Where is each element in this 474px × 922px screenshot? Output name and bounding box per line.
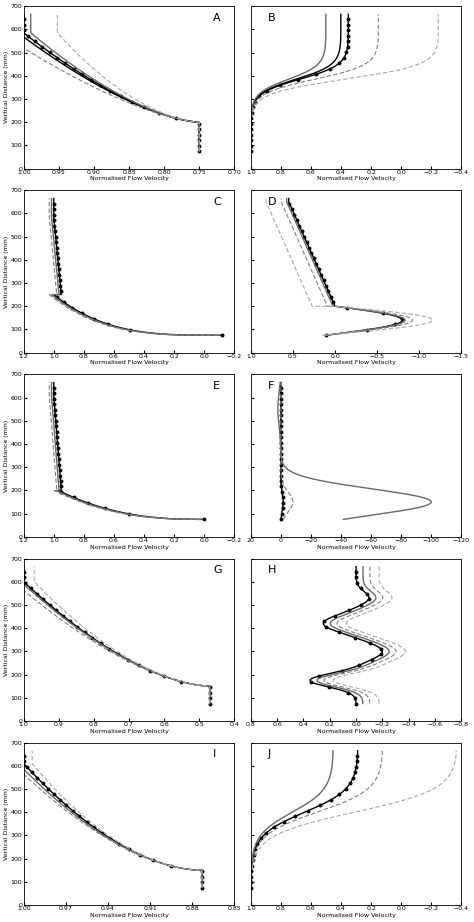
X-axis label: Normalised Flow Velocity: Normalised Flow Velocity (317, 728, 395, 734)
X-axis label: Normalised Flow Velocity: Normalised Flow Velocity (317, 176, 395, 182)
X-axis label: Normalised Flow Velocity: Normalised Flow Velocity (317, 913, 395, 917)
Text: I: I (213, 750, 217, 759)
Text: F: F (268, 381, 274, 391)
Text: G: G (213, 565, 222, 575)
Text: J: J (268, 750, 271, 759)
Text: D: D (268, 196, 276, 207)
X-axis label: Normalised Flow Velocity: Normalised Flow Velocity (317, 361, 395, 365)
Text: B: B (268, 13, 275, 23)
Text: C: C (213, 196, 221, 207)
X-axis label: Normalised Flow Velocity: Normalised Flow Velocity (90, 176, 168, 182)
X-axis label: Normalised Flow Velocity: Normalised Flow Velocity (90, 728, 168, 734)
Text: A: A (213, 13, 221, 23)
X-axis label: Normalised Flow Velocity: Normalised Flow Velocity (90, 545, 168, 550)
Text: H: H (268, 565, 276, 575)
Text: E: E (213, 381, 220, 391)
Y-axis label: Vertical Distance (mm): Vertical Distance (mm) (4, 52, 9, 124)
X-axis label: Normalised Flow Velocity: Normalised Flow Velocity (317, 545, 395, 550)
X-axis label: Normalised Flow Velocity: Normalised Flow Velocity (90, 913, 168, 917)
Y-axis label: Vertical Distance (mm): Vertical Distance (mm) (4, 604, 9, 676)
Y-axis label: Vertical Distance (mm): Vertical Distance (mm) (4, 787, 9, 860)
X-axis label: Normalised Flow Velocity: Normalised Flow Velocity (90, 361, 168, 365)
Y-axis label: Vertical Distance (mm): Vertical Distance (mm) (4, 420, 9, 491)
Y-axis label: Vertical Distance (mm): Vertical Distance (mm) (4, 235, 9, 308)
